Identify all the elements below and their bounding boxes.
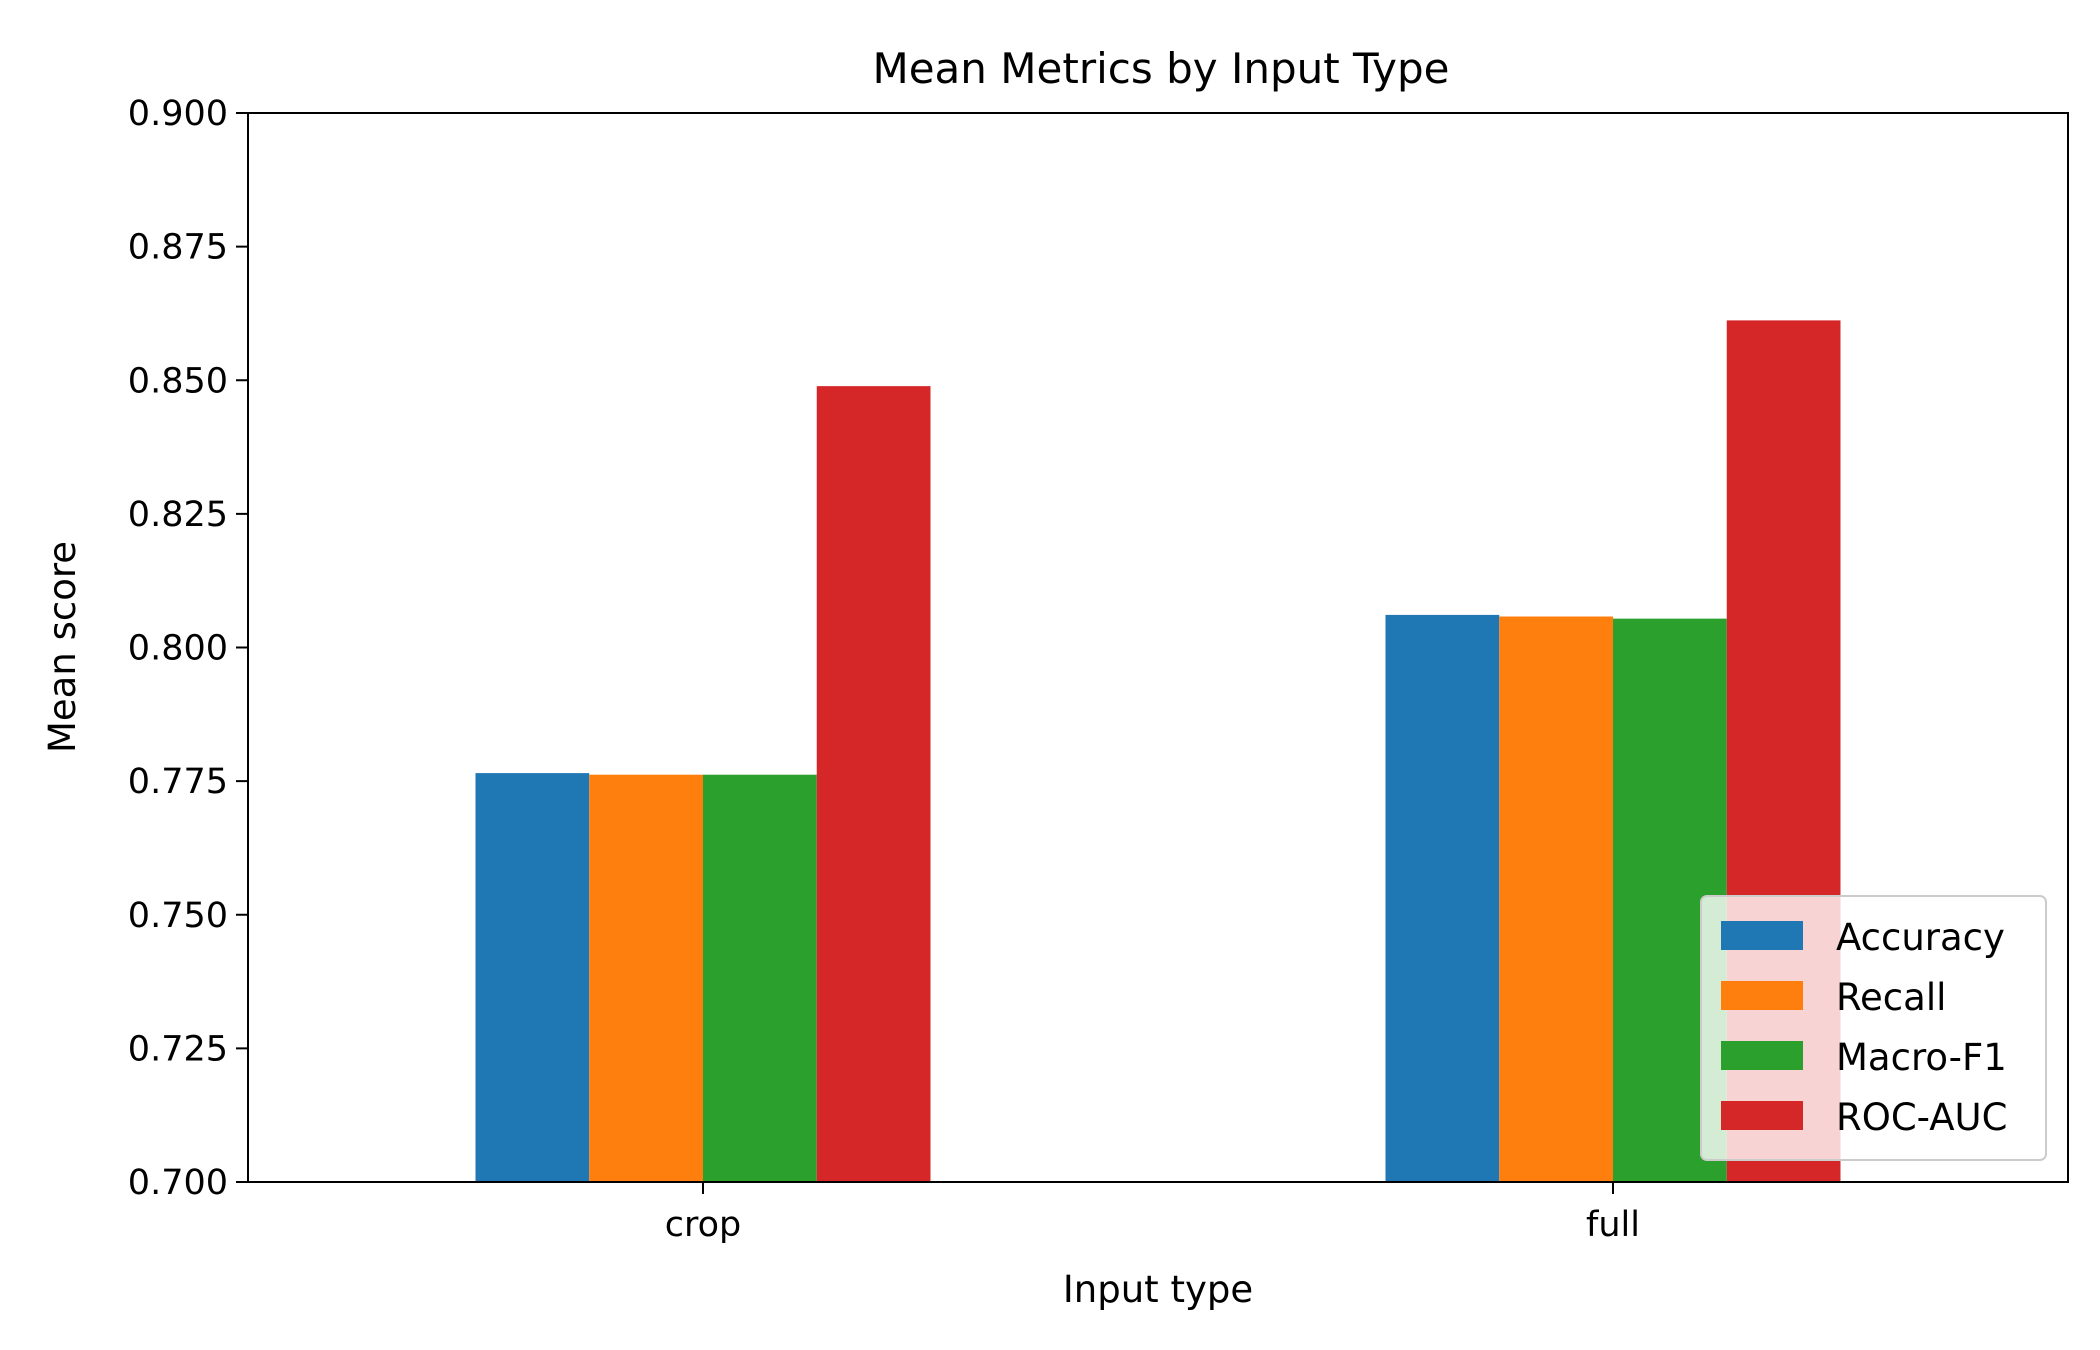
bar-recall-full — [1499, 616, 1613, 1182]
legend-swatch-accuracy — [1721, 921, 1803, 950]
y-tick-label: 0.800 — [128, 629, 228, 669]
x-axis: crop full — [665, 1182, 1640, 1245]
legend-swatch-macro-f1 — [1721, 1041, 1803, 1070]
x-axis-label: Input type — [1063, 1268, 1253, 1311]
y-tick-label: 0.775 — [128, 762, 228, 802]
y-tick-label: 0.725 — [128, 1029, 228, 1069]
bar-macro-f1-crop — [703, 774, 817, 1182]
legend: Accuracy Recall Macro-F1 ROC-AUC — [1700, 895, 2047, 1161]
y-axis-label: Mean score — [41, 541, 84, 753]
bar-recall-crop — [589, 774, 703, 1182]
x-tick-label-full: full — [1586, 1205, 1640, 1245]
y-tick-label: 0.825 — [128, 495, 228, 535]
legend-label-recall: Recall — [1836, 976, 1946, 1019]
y-tick-label: 0.900 — [128, 94, 228, 134]
x-tick-label-crop: crop — [665, 1205, 742, 1245]
legend-label-roc-auc: ROC-AUC — [1836, 1096, 2007, 1139]
bar-accuracy-full — [1385, 614, 1500, 1182]
y-tick-label: 0.700 — [128, 1163, 228, 1203]
y-tick-label: 0.750 — [128, 896, 228, 936]
legend-frame — [1700, 895, 2047, 1161]
legend-label-accuracy: Accuracy — [1836, 916, 2005, 959]
bar-roc-auc-crop — [816, 386, 931, 1182]
legend-label-macro-f1: Macro-F1 — [1836, 1036, 2007, 1079]
y-tick-label: 0.850 — [128, 361, 228, 401]
chart-title: Mean Metrics by Input Type — [872, 44, 1449, 93]
bars-group — [475, 320, 1841, 1182]
legend-swatch-recall — [1721, 981, 1803, 1010]
y-tick-label: 0.875 — [128, 228, 228, 268]
legend-swatch-roc-auc — [1721, 1101, 1803, 1130]
y-axis: 0.700 0.725 0.750 0.775 0.800 0.825 0.850 0.875… — [128, 94, 248, 1203]
bar-accuracy-crop — [475, 773, 590, 1182]
